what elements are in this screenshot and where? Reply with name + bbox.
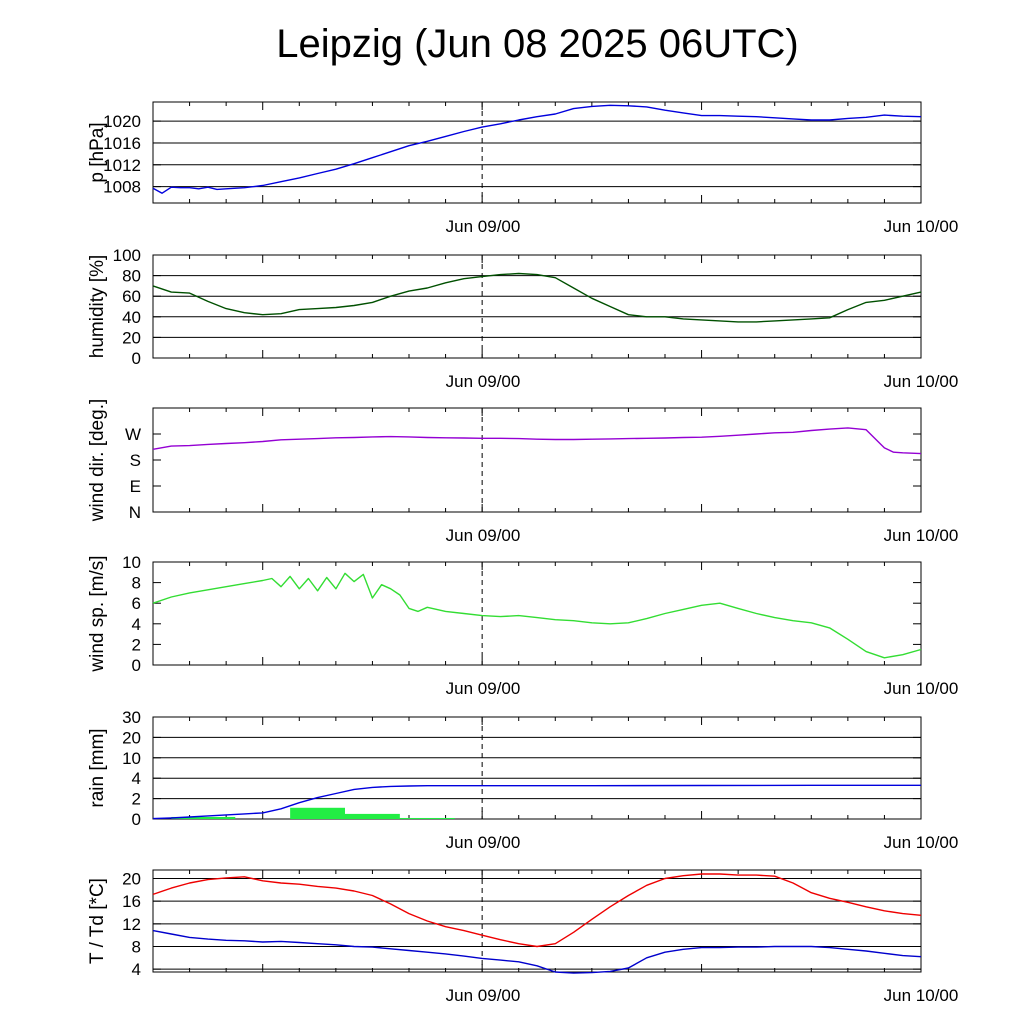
y-tick-label: 4 xyxy=(132,960,141,979)
x-tick-label: Jun 09/00 xyxy=(446,833,521,852)
y-tick-label: 60 xyxy=(122,287,141,306)
y-axis-label: p [hPa] xyxy=(87,122,108,182)
humidity-line xyxy=(152,272,922,323)
x-tick-label: Jun 09/00 xyxy=(446,986,521,1005)
x-tick-label: Jun 09/00 xyxy=(446,372,521,391)
y-tick-label: 1008 xyxy=(103,178,141,197)
x-tick-label: Jun 09/00 xyxy=(446,679,521,698)
y-axis-label: humidity [%] xyxy=(87,255,108,358)
x-tick-label: Jun 10/00 xyxy=(884,526,959,545)
x-tick-label: Jun 10/00 xyxy=(884,217,959,236)
y-tick-label: 0 xyxy=(132,349,141,368)
y-tick-label: 0 xyxy=(132,656,141,675)
plot-frame xyxy=(152,716,922,820)
y-tick-label: E xyxy=(130,477,141,496)
plot-frame xyxy=(152,254,922,359)
y-tick-label: W xyxy=(125,425,141,444)
x-tick-label: Jun 10/00 xyxy=(884,986,959,1005)
y-tick-label: 20 xyxy=(122,870,141,889)
y-axis-label: rain [mm] xyxy=(87,728,108,807)
y-tick-label: 8 xyxy=(132,574,141,593)
pressure-line xyxy=(152,104,922,194)
y-tick-label: 16 xyxy=(122,892,141,911)
x-tick-label: Jun 10/00 xyxy=(884,833,959,852)
y-tick-label: 100 xyxy=(113,246,141,265)
x-tick-label: Jun 10/00 xyxy=(884,679,959,698)
x-tick-label: Jun 09/00 xyxy=(446,217,521,236)
y-tick-label: 2 xyxy=(132,790,141,809)
y-tick-label: 30 xyxy=(122,708,141,727)
x-tick-label: Jun 09/00 xyxy=(446,526,521,545)
y-axis-label: wind sp. [m/s] xyxy=(87,555,108,672)
x-tick-label: Jun 10/00 xyxy=(884,372,959,391)
y-tick-label: 80 xyxy=(122,267,141,286)
plot-frame xyxy=(152,869,922,973)
rain-bar xyxy=(345,813,400,819)
rain-bar xyxy=(171,816,236,819)
y-tick-label: 20 xyxy=(122,728,141,747)
rain-bar xyxy=(290,807,345,819)
y-tick-label: N xyxy=(129,503,141,522)
y-tick-label: 6 xyxy=(132,594,141,613)
y-axis-label: T / Td [*C] xyxy=(87,878,108,964)
y-tick-label: 2 xyxy=(132,635,141,654)
plot-frame xyxy=(152,561,922,666)
plot-frame xyxy=(152,407,922,513)
rain-bar xyxy=(399,817,455,819)
y-tick-label: 10 xyxy=(122,553,141,572)
y-tick-label: 4 xyxy=(132,615,141,634)
y-tick-label: 10 xyxy=(122,749,141,768)
y-axis-label: wind dir. [deg.] xyxy=(87,399,108,523)
y-tick-label: 4 xyxy=(132,769,141,788)
y-tick-label: 1016 xyxy=(103,134,141,153)
page-title: Leipzig (Jun 08 2025 06UTC) xyxy=(276,22,799,66)
y-tick-label: 40 xyxy=(122,308,141,327)
y-tick-label: 1012 xyxy=(103,156,141,175)
temperature-line xyxy=(152,873,922,948)
y-tick-label: 0 xyxy=(132,810,141,829)
rain_cum-line xyxy=(152,784,921,820)
dewpoint-line xyxy=(152,929,922,974)
y-tick-label: S xyxy=(130,451,141,470)
wind_speed-line xyxy=(152,572,922,659)
y-tick-label: 1020 xyxy=(103,112,141,131)
wind_dir-line xyxy=(152,427,922,455)
plot-frame xyxy=(152,101,922,204)
y-tick-label: 8 xyxy=(132,938,141,957)
y-tick-label: 20 xyxy=(122,328,141,347)
y-tick-label: 12 xyxy=(122,915,141,934)
